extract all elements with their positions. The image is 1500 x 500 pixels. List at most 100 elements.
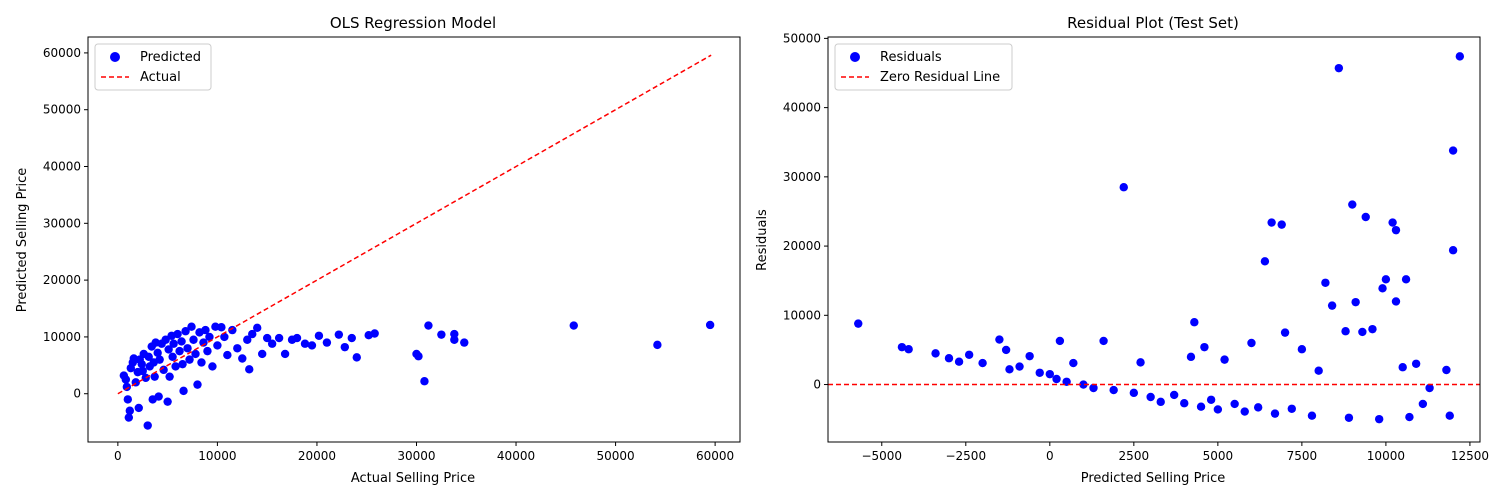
data-point [248,329,257,339]
data-point [175,346,184,356]
y-tick-label: 60000 [43,46,81,60]
residual-plot-chart: Residual Plot (Test Set) −5000 −2500 0 2500… [755,14,1489,486]
legend-box [94,43,212,91]
data-point [1307,411,1317,420]
data-point [159,365,168,375]
data-point [1025,351,1034,361]
data-point [340,342,350,352]
data-point [1253,403,1263,412]
data-point [437,330,446,339]
data-point [1314,366,1323,375]
data-point [1230,399,1239,409]
data-point [450,335,459,344]
data-point [1411,359,1421,368]
data-point [1418,399,1428,409]
plot-area [87,36,741,443]
data-point [189,335,198,344]
data-point [1448,146,1458,155]
data-point [334,330,344,339]
legend-label-residuals: Residuals [880,50,942,65]
data-point [1455,52,1465,61]
y-tick-label: 30000 [43,216,81,230]
legend-marker-predicted [110,52,120,62]
data-point [1146,392,1155,402]
data-point [1358,327,1367,337]
data-point [185,355,194,364]
data-point [352,353,361,362]
x-axis-ticks: −5000 −2500 0 2500 5000 7500 10000 12500 [861,442,1489,463]
legend: Predicted Actual [94,43,212,91]
data-point [322,338,332,347]
data-point [143,421,152,430]
y-axis-label: Predicted Selling Price [15,168,30,313]
data-point [1109,385,1118,395]
data-point [125,406,135,415]
x-tick-label: 0 [114,449,122,463]
legend-label-zero-line: Zero Residual Line [880,70,1000,85]
data-point [1099,336,1108,346]
x-tick-label: 10000 [1367,449,1405,463]
data-point [1361,212,1370,222]
data-point [995,335,1004,344]
data-point [144,352,153,361]
x-tick-label: 30000 [397,449,435,463]
data-point [137,359,146,369]
data-point [420,377,429,386]
data-point [1341,327,1350,336]
data-point [238,354,247,363]
data-point [171,362,180,371]
reference-line [117,54,712,395]
data-point [201,325,210,335]
data-point [134,403,143,413]
data-point [1401,275,1411,284]
data-point [307,341,317,350]
data-point [1156,397,1165,407]
chart-title: OLS Regression Model [330,14,496,32]
data-point [1334,63,1344,73]
data-point [153,348,162,358]
data-point [1260,257,1270,266]
y-tick-label: 20000 [43,273,81,287]
data-point [300,339,310,348]
data-point [1398,363,1407,372]
data-point [280,349,290,359]
data-point [243,335,252,344]
data-point [1240,407,1249,416]
data-point [854,319,863,328]
data-point [1425,383,1434,393]
y-tick-label: 30000 [783,170,821,184]
data-point [705,320,715,330]
data-point [314,331,324,340]
x-tick-label: 2500 [1119,449,1150,463]
data-point [460,338,469,347]
y-axis-ticks: 0 10000 20000 30000 40000 50000 [783,31,828,392]
data-point [1280,328,1290,337]
data-point [183,344,192,353]
data-point [208,362,217,371]
data-point [1001,345,1011,355]
data-point [954,357,964,366]
data-point [964,350,974,359]
data-point [257,349,267,359]
data-point [1442,365,1451,375]
data-point [370,329,379,338]
data-point [978,358,987,368]
data-point [1005,365,1014,374]
x-tick-label: 50000 [596,449,634,463]
data-point [1391,297,1401,306]
data-point [213,341,222,350]
data-point [1297,345,1307,354]
data-point [205,332,214,342]
data-point [1368,324,1377,334]
x-tick-label: 5000 [1203,449,1234,463]
data-point [121,375,131,384]
data-point [1015,362,1024,371]
data-point [1448,246,1458,255]
data-point [262,333,272,343]
data-point [217,323,226,332]
data-point [1348,200,1357,209]
data-point [233,344,242,353]
data-point [1186,352,1196,362]
axes-frame [827,36,1481,443]
data-point [253,323,262,333]
